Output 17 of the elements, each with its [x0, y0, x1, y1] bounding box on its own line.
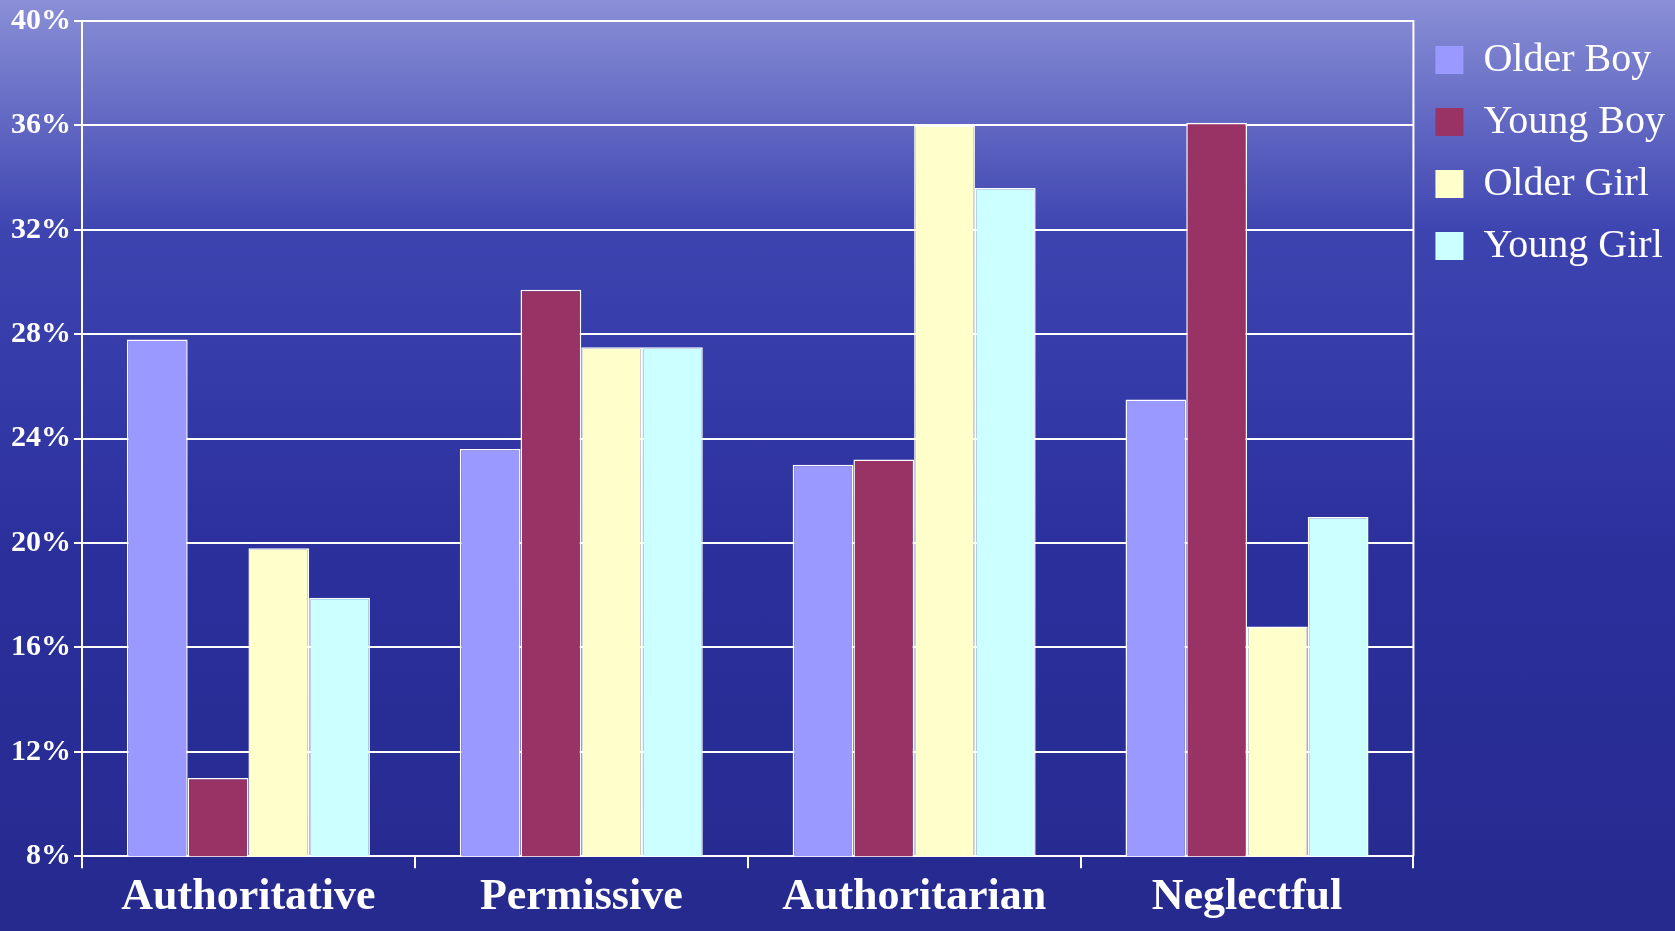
- y-tick-label: 28%: [11, 314, 71, 348]
- y-tick-label: 20%: [11, 523, 71, 557]
- y-tick-label: 32%: [11, 210, 71, 244]
- y-tick-label: 16%: [11, 628, 71, 662]
- y-tick-label: 12%: [11, 732, 71, 766]
- y-tick-label: 24%: [11, 419, 71, 453]
- x-tick-label: Permissive: [479, 869, 683, 919]
- y-tick-label: 40%: [11, 1, 71, 35]
- x-tick-label: Authoritarian: [782, 869, 1047, 919]
- x-tick-label: Authoritative: [121, 869, 376, 919]
- y-tick-label: 8%: [26, 836, 71, 870]
- y-tick-label: 36%: [11, 106, 71, 140]
- legend-label: Young Girl: [1483, 220, 1663, 266]
- x-tick-label: Neglectful: [1151, 869, 1343, 919]
- legend-label: Older Boy: [1483, 34, 1652, 80]
- legend-label: Young Boy: [1483, 96, 1665, 142]
- legend-label: Older Girl: [1483, 158, 1649, 204]
